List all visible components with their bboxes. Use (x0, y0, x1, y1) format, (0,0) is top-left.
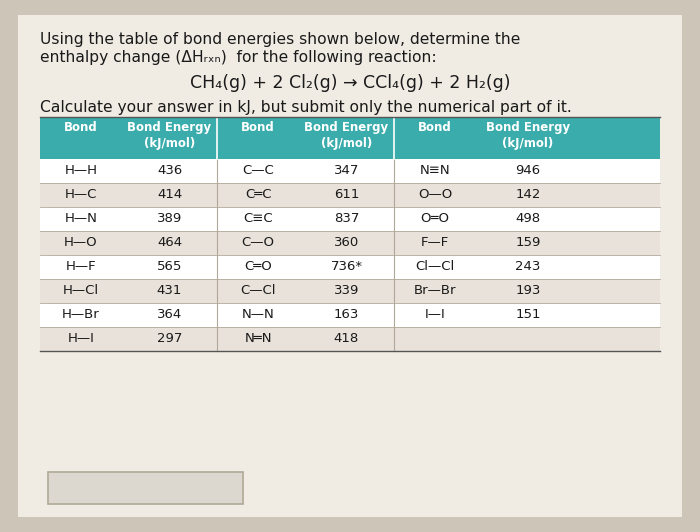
Text: C═O: C═O (244, 261, 272, 273)
Text: 464: 464 (157, 237, 182, 250)
Bar (40, 159, 660, 183)
Text: 565: 565 (157, 261, 182, 273)
Text: Bond: Bond (241, 121, 275, 134)
Text: H—F: H—F (66, 261, 97, 273)
Text: C—C: C—C (242, 164, 274, 178)
Text: H—C: H—C (65, 188, 97, 202)
Bar (40, 231, 660, 255)
Bar (40, 159, 660, 351)
Text: 151: 151 (515, 309, 540, 321)
Text: H—H: H—H (64, 164, 97, 178)
Text: C—Cl: C—Cl (240, 285, 276, 297)
Text: 360: 360 (334, 237, 359, 250)
Text: 364: 364 (157, 309, 182, 321)
Text: 297: 297 (157, 332, 182, 345)
Text: 418: 418 (334, 332, 359, 345)
Text: 339: 339 (334, 285, 359, 297)
Text: O—O: O—O (418, 188, 452, 202)
Text: 414: 414 (157, 188, 182, 202)
Text: C═C: C═C (245, 188, 272, 202)
Text: C—O: C—O (241, 237, 274, 250)
Bar (40, 303, 660, 327)
Text: Bond Energy
(kJ/mol): Bond Energy (kJ/mol) (127, 121, 211, 150)
Text: C≡C: C≡C (243, 212, 273, 226)
Text: 946: 946 (515, 164, 540, 178)
Bar (40, 255, 660, 279)
Text: 347: 347 (334, 164, 359, 178)
Text: F—F: F—F (421, 237, 449, 250)
Text: N≡N: N≡N (420, 164, 450, 178)
Text: I—I: I—I (425, 309, 445, 321)
Text: N—N: N—N (241, 309, 274, 321)
Text: 498: 498 (515, 212, 540, 226)
Text: H—I: H—I (68, 332, 95, 345)
Text: CH₄(g) + 2 Cl₂(g) → CCl₄(g) + 2 H₂(g): CH₄(g) + 2 Cl₂(g) → CCl₄(g) + 2 H₂(g) (190, 74, 510, 92)
Text: enthalpy change (ΔHᵣₓₙ)  for the following reaction:: enthalpy change (ΔHᵣₓₙ) for the followin… (40, 50, 437, 65)
Text: H—Br: H—Br (62, 309, 100, 321)
Text: 736*: 736* (330, 261, 363, 273)
Text: H—N: H—N (64, 212, 97, 226)
Bar (40, 207, 660, 231)
Text: Br—Br: Br—Br (414, 285, 456, 297)
Text: 159: 159 (515, 237, 540, 250)
Text: 436: 436 (157, 164, 182, 178)
Text: 163: 163 (334, 309, 359, 321)
Text: N═N: N═N (244, 332, 272, 345)
Text: H—O: H—O (64, 237, 98, 250)
Text: Bond: Bond (64, 121, 98, 134)
Text: Bond Energy
(kJ/mol): Bond Energy (kJ/mol) (304, 121, 389, 150)
Text: Bond Energy
(kJ/mol): Bond Energy (kJ/mol) (486, 121, 570, 150)
Text: 243: 243 (515, 261, 540, 273)
Text: 431: 431 (157, 285, 182, 297)
Bar (40, 183, 660, 207)
Text: Using the table of bond energies shown below, determine the: Using the table of bond energies shown b… (40, 32, 520, 47)
Bar (40, 327, 660, 351)
Text: 837: 837 (334, 212, 359, 226)
Text: Bond: Bond (418, 121, 452, 134)
Text: 389: 389 (157, 212, 182, 226)
Text: 142: 142 (515, 188, 540, 202)
Text: Cl—Cl: Cl—Cl (415, 261, 454, 273)
Text: O═O: O═O (421, 212, 449, 226)
Text: 193: 193 (515, 285, 540, 297)
Text: H—Cl: H—Cl (63, 285, 99, 297)
Bar (48, 472, 243, 504)
Text: Calculate your answer in kJ, but submit only the numerical part of it.: Calculate your answer in kJ, but submit … (40, 100, 572, 115)
Bar (40, 117, 660, 159)
Text: 611: 611 (334, 188, 359, 202)
Bar (40, 279, 660, 303)
